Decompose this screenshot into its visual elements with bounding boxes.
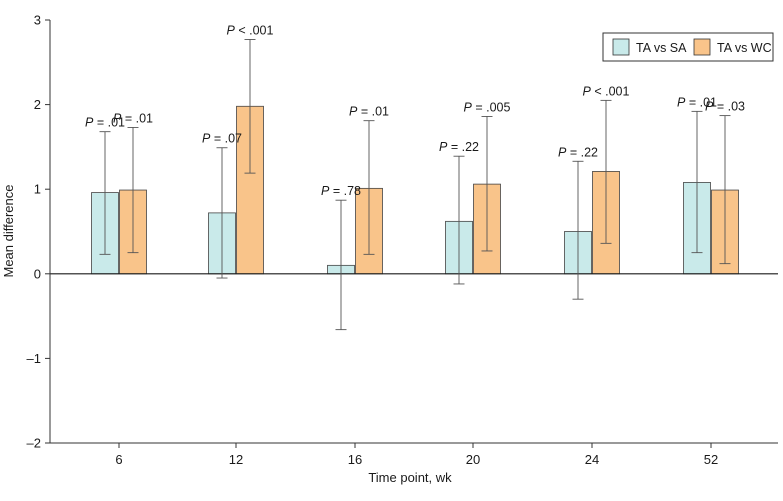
p-symbol: P bbox=[202, 132, 211, 146]
p-value-text: = .01 bbox=[685, 95, 717, 109]
bars-layer bbox=[91, 105, 739, 275]
legend-swatch-ta-vs-sa bbox=[612, 38, 630, 56]
p-value-ta-vs-sa-wk16: P = .78 bbox=[321, 184, 361, 198]
y-tick-label: –1 bbox=[27, 351, 41, 366]
legend: TA vs SA TA vs WC bbox=[602, 32, 774, 62]
p-value-ta-vs-sa-wk24: P = .22 bbox=[558, 145, 598, 159]
p-value-ta-vs-sa-wk20: P = .22 bbox=[439, 140, 479, 154]
p-value-labels: P = .01P = .07P = .78P = .22 P = .22P = .… bbox=[85, 23, 745, 198]
p-value-text: = .22 bbox=[566, 145, 598, 159]
p-value-ta-vs-sa-wk52: P = .01 bbox=[677, 95, 717, 109]
plot-frame bbox=[49, 20, 778, 444]
p-symbol: P bbox=[464, 100, 473, 114]
p-value-text: = .005 bbox=[472, 100, 511, 114]
y-tick-label: 2 bbox=[34, 97, 41, 112]
p-value-ta-vs-sa-wk6: P = .01 bbox=[85, 116, 125, 130]
y-tick-label: 0 bbox=[34, 266, 41, 281]
legend-box bbox=[602, 32, 774, 62]
p-value-ta-vs-wc-wk24: P < .001 bbox=[583, 84, 630, 98]
y-axis-ticks: –2 –1 0 1 2 3 bbox=[27, 13, 50, 451]
p-symbol: P bbox=[227, 23, 236, 37]
p-value-ta-vs-wc-wk52: P = .03 bbox=[705, 100, 745, 114]
x-tick-label: 16 bbox=[348, 452, 362, 467]
p-value-text: = .78 bbox=[329, 184, 361, 198]
x-axis-ticks: 6 12 16 20 24 52 bbox=[115, 443, 718, 467]
x-tick-label: 12 bbox=[229, 452, 243, 467]
legend-swatch-ta-vs-wc bbox=[693, 38, 711, 56]
p-symbol: P bbox=[558, 145, 567, 159]
p-symbol: P bbox=[439, 140, 448, 154]
p-value-text: = .22 bbox=[447, 140, 479, 154]
y-axis-label: Mean difference bbox=[1, 185, 16, 278]
p-value-text: = .07 bbox=[210, 132, 242, 146]
p-symbol: P bbox=[677, 95, 686, 109]
p-symbol: P bbox=[349, 105, 358, 119]
p-symbol: P bbox=[705, 100, 714, 114]
p-value-text: = .03 bbox=[713, 100, 745, 114]
p-value-ta-vs-wc-wk20: P = .005 bbox=[464, 100, 511, 114]
p-symbol: P bbox=[321, 184, 330, 198]
p-value-ta-vs-wc-wk12: P < .001 bbox=[227, 23, 274, 37]
p-value-ta-vs-wc-wk16: P = .01 bbox=[349, 105, 389, 119]
p-value-text: < .001 bbox=[591, 84, 630, 98]
p-value-text: = .01 bbox=[93, 116, 125, 130]
legend-label-ta-vs-sa: TA vs SA bbox=[636, 41, 687, 55]
p-symbol: P bbox=[113, 111, 122, 125]
x-tick-label: 52 bbox=[704, 452, 718, 467]
y-tick-label: 3 bbox=[34, 13, 41, 28]
y-tick-label: –2 bbox=[27, 436, 41, 451]
p-value-text: = .01 bbox=[121, 111, 153, 125]
p-value-text: < .001 bbox=[235, 23, 274, 37]
error-bars-layer bbox=[99, 39, 731, 331]
x-tick-label: 6 bbox=[115, 452, 122, 467]
x-tick-label: 20 bbox=[466, 452, 480, 467]
p-value-ta-vs-wc-wk6: P = .01 bbox=[113, 111, 153, 125]
p-symbol: P bbox=[583, 84, 592, 98]
legend-label-ta-vs-wc: TA vs WC bbox=[717, 41, 772, 55]
y-tick-label: 1 bbox=[34, 182, 41, 197]
p-symbol: P bbox=[85, 116, 94, 130]
p-value-text: = .01 bbox=[357, 105, 389, 119]
x-axis-label: Time point, wk bbox=[368, 470, 452, 485]
p-value-ta-vs-sa-wk12: P = .07 bbox=[202, 132, 242, 146]
x-tick-label: 24 bbox=[585, 452, 599, 467]
